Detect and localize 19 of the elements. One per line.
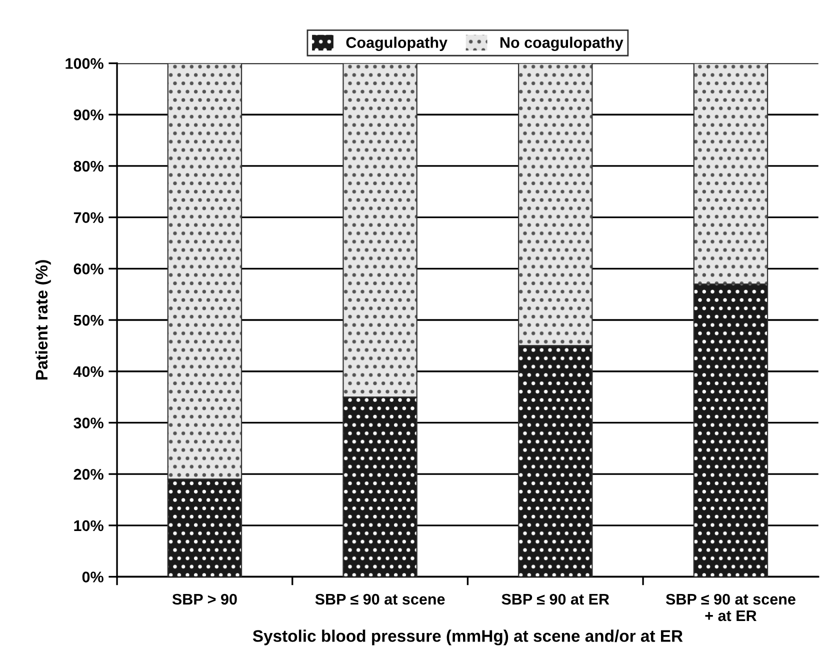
y-tick-label: 40%	[73, 366, 104, 378]
legend-label: Coagulopathy	[346, 36, 448, 52]
y-tick-label: 80%	[74, 160, 104, 172]
y-tick-label: 30%	[74, 418, 104, 428]
x-tick-label: SBP ≤ 90 at ER	[502, 594, 610, 605]
x-tick-label: SBP ≤ 90 at scene + at ER	[666, 594, 796, 622]
y-tick-label: 10%	[74, 520, 104, 532]
y-tick-label: 50%	[74, 314, 104, 326]
y-tick-label: 0%	[82, 572, 104, 582]
y-tick-label: 70%	[74, 212, 104, 223]
y-tick-label: 20%	[74, 468, 104, 480]
y-tick-label: 90%	[74, 109, 104, 120]
y-axis-title: Patient rate (%)	[35, 260, 51, 380]
y-tick-label: 60%	[74, 264, 104, 274]
x-tick-label: SBP > 90	[172, 594, 237, 605]
x-axis-title: Systolic blood pressure (mmHg) at scene and/or at ER	[252, 630, 683, 646]
y-tick-label: 100%	[66, 58, 104, 69]
x-tick-label: SBP ≤ 90 at scene	[315, 594, 445, 605]
legend-label: No coagulopathy	[500, 36, 624, 52]
